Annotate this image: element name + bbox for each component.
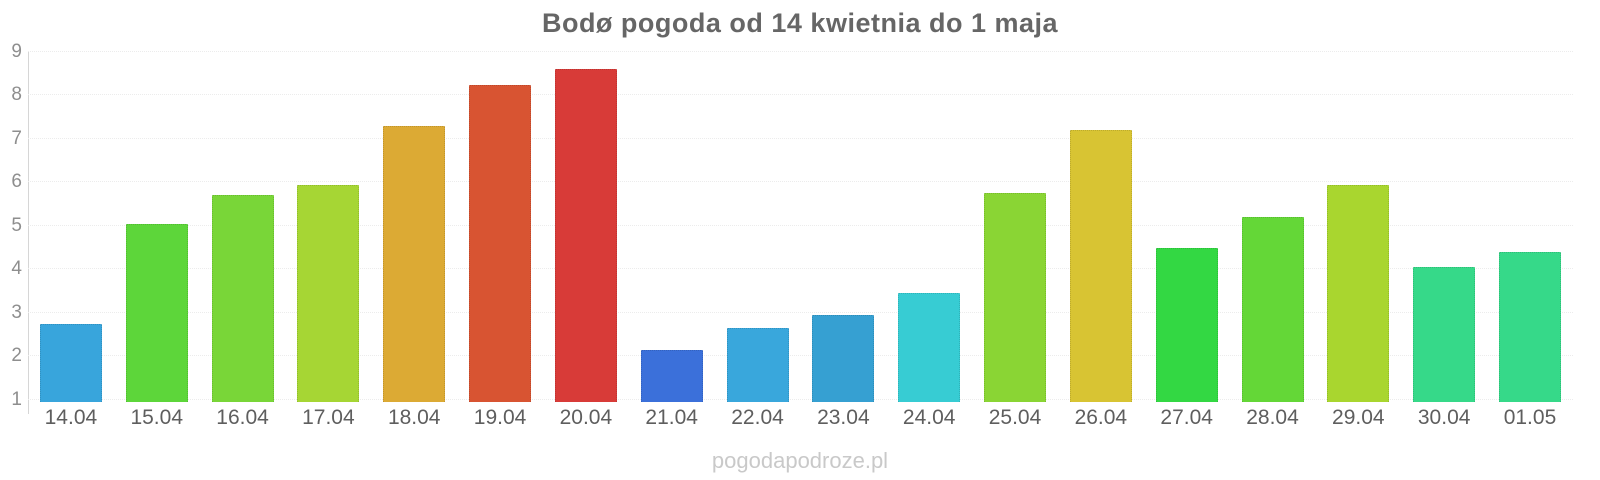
bar-14.04[interactable] [39,323,102,402]
bar-20.04[interactable] [554,69,617,402]
bar-30.04[interactable] [1413,267,1476,402]
x-tick-label-17.04: 17.04 [302,406,355,429]
y-tick-label-7: 7 [11,127,22,149]
x-tick-label-19.04: 19.04 [473,406,527,429]
x-tick-label-24.04: 24.04 [902,406,956,429]
y-tick-label-9: 9 [11,41,22,62]
bar-01.05[interactable] [1498,252,1561,402]
bar-25.04[interactable] [984,193,1047,402]
bars-container [28,52,1573,402]
bar-21.04[interactable] [640,349,703,402]
bar-15.04[interactable] [125,223,188,402]
bar-slot-01.05 [1487,52,1573,402]
bar-slot-18.04 [371,52,457,402]
gridline-y-9 [28,51,1573,52]
bar-28.04[interactable] [1241,217,1304,402]
plot-area [28,51,1573,402]
bar-17.04[interactable] [297,184,360,402]
x-tick-label-28.04: 28.04 [1246,406,1299,429]
y-tick-label-3: 3 [11,301,22,323]
bar-slot-25.04 [972,52,1058,402]
bar-16.04[interactable] [211,195,274,402]
bar-27.04[interactable] [1155,247,1218,402]
gridline-y-3 [28,311,1573,313]
x-tick-label-23.04: 23.04 [817,406,870,429]
y-axis-line [28,52,29,414]
x-tick-label-15.04: 15.04 [130,406,184,429]
bar-18.04[interactable] [383,125,446,402]
y-tick-label-1: 1 [11,388,22,410]
bar-23.04[interactable] [812,315,875,402]
x-tick-label-25.04: 25.04 [988,406,1042,429]
x-tick-label-29.04: 29.04 [1332,406,1385,429]
x-tick-label-14.04: 14.04 [44,406,98,429]
y-axis-tick-labels: 1 2 3 4 5 6 7 8 9 [0,42,22,410]
y-tick-label-8: 8 [11,84,22,106]
x-tick-label-30.04: 30.04 [1417,406,1471,429]
watermark: pogodapodroze.pl [711,448,889,473]
bar-slot-20.04 [543,52,629,402]
bar-slot-22.04 [715,52,801,402]
bar-19.04[interactable] [469,84,532,402]
bar-slot-28.04 [1230,52,1316,402]
gridline-y-8 [28,94,1573,96]
y-tick-label-6: 6 [11,171,22,193]
bar-slot-27.04 [1144,52,1230,402]
gridline-y-1 [28,398,1573,400]
bar-slot-29.04 [1315,52,1401,402]
gridline-y-5 [28,224,1573,226]
bar-26.04[interactable] [1069,130,1132,402]
gridline-y-7 [28,137,1573,139]
x-tick-label-01.05: 01.05 [1503,406,1557,429]
x-tick-label-26.04: 26.04 [1074,406,1128,429]
bar-slot-23.04 [800,52,886,402]
gridline-y-4 [28,268,1573,270]
y-tick-label-5: 5 [11,214,22,236]
x-tick-label-18.04: 18.04 [387,406,441,429]
chart-title: Bodø pogoda od 14 kwietnia do 1 maja [541,8,1059,38]
bar-slot-24.04 [886,52,972,402]
bar-22.04[interactable] [726,328,789,402]
gridline-y-6 [28,181,1573,183]
y-tick-label-4: 4 [11,258,22,280]
gridline-y-2 [28,355,1573,357]
x-axis-tick-labels: 14.04 15.04 16.04 17.04 18.04 19.04 20.04 21.04… [28,406,1573,430]
x-tick-label-22.04: 22.04 [731,406,784,429]
x-tick-label-21.04: 21.04 [645,406,698,429]
bar-slot-15.04 [114,52,200,402]
bar-slot-16.04 [200,52,286,402]
bar-slot-17.04 [285,52,371,402]
x-tick-label-20.04: 20.04 [559,406,613,429]
bar-slot-26.04 [1058,52,1144,402]
bar-slot-30.04 [1401,52,1487,402]
bar-24.04[interactable] [898,293,961,402]
y-tick-label-2: 2 [11,345,22,367]
bar-29.04[interactable] [1327,184,1390,402]
bar-slot-21.04 [629,52,715,402]
bar-slot-14.04 [28,52,114,402]
x-tick-label-16.04: 16.04 [216,406,269,429]
bar-slot-19.04 [457,52,543,402]
x-tick-label-27.04: 27.04 [1160,406,1213,429]
